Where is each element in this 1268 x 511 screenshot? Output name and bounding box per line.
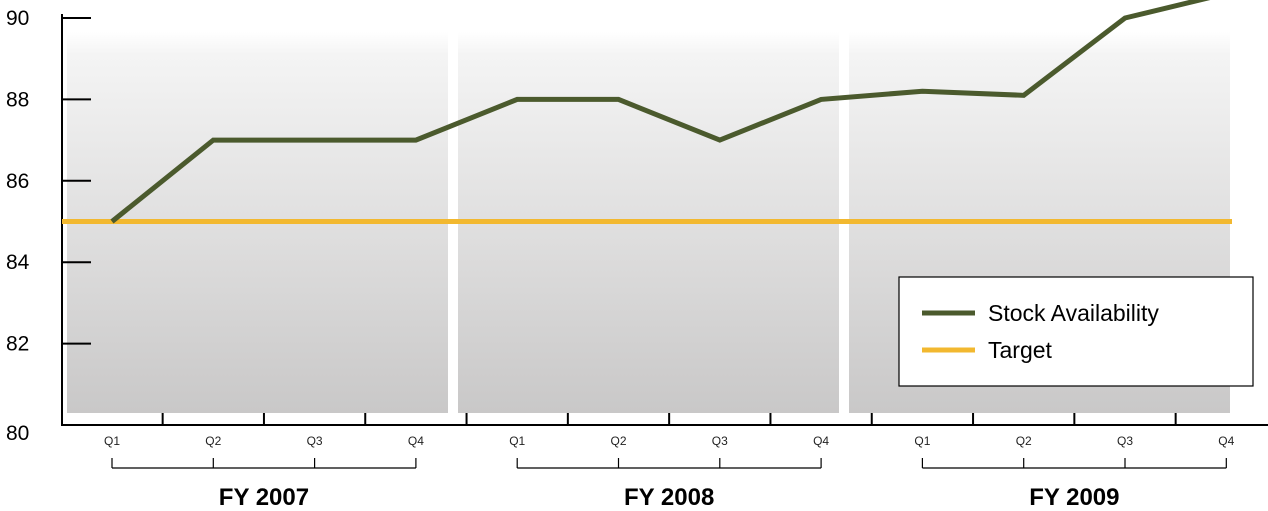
- quarter-label: Q3: [1117, 434, 1133, 448]
- quarter-label: Q1: [509, 434, 525, 448]
- fy-label-1: FY 2007: [219, 484, 309, 511]
- quarter-label: Q1: [914, 434, 930, 448]
- y-tick-label-84: 84: [6, 251, 30, 274]
- quarter-label: Q2: [610, 434, 626, 448]
- quarter-label: Q2: [205, 434, 221, 448]
- y-tick-label-82: 82: [6, 333, 29, 356]
- series-line-stock-availability: [110, 0, 1211, 224]
- quarter-label: Q3: [712, 434, 728, 448]
- quarter-label: Q3: [307, 434, 323, 448]
- y-tick-label-90: 90: [6, 7, 29, 30]
- fy-label-2: FY 2008: [624, 484, 714, 511]
- y-tick-label-88: 88: [6, 88, 29, 111]
- legend-label-stock-availability: Stock Availability: [988, 300, 1159, 326]
- quarter-label: Q4: [408, 434, 424, 448]
- quarter-label: Q1: [104, 434, 120, 448]
- legend-box: [898, 276, 1254, 387]
- y-tick-label-80: 80: [6, 422, 29, 445]
- x-axis-labels: Q1 Q2 Q3 Q4 Q1 Q2 Q3 Q4 Q1 Q2 Q3 Q4 FY 2007 FY 2008 FY…: [104, 434, 1235, 511]
- quarter-label: Q4: [1218, 434, 1234, 448]
- legend-label-target: Target: [988, 337, 1053, 363]
- axes: 80 82 84 86 88 90: [6, 7, 1268, 445]
- fy-label-3: FY 2009: [1029, 484, 1119, 511]
- quarter-label: Q2: [1016, 434, 1032, 448]
- quarter-label: Q4: [813, 434, 829, 448]
- y-tick-label-86: 86: [6, 170, 29, 193]
- series-layer: [62, 0, 1232, 224]
- legend: Stock Availability Target: [898, 276, 1254, 387]
